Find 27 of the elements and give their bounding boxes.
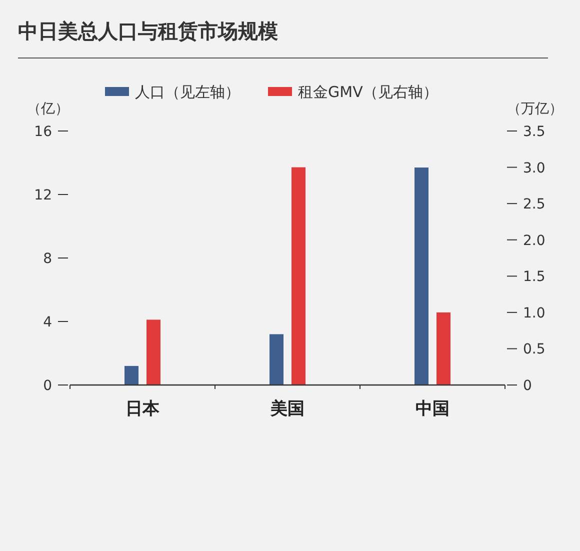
- x-tick-label: 美国: [270, 399, 304, 419]
- bar: [124, 366, 138, 385]
- x-tick-label: 日本: [126, 399, 160, 419]
- y2-tick-label: 0.5: [523, 342, 546, 358]
- y2-tick-label: 1.5: [523, 269, 546, 286]
- chart-title: 中日美总人口与租赁市场规模: [18, 19, 278, 43]
- y-tick-label: 16: [34, 124, 52, 140]
- bar: [414, 168, 428, 385]
- y-tick-label: 4: [43, 314, 52, 330]
- bar: [146, 320, 160, 385]
- bar: [270, 334, 284, 385]
- y-tick-label: 12: [34, 188, 52, 204]
- legend-label: 人口（见左轴）: [135, 83, 240, 101]
- y2-tick-label: 0: [523, 378, 532, 394]
- bar: [292, 167, 306, 385]
- y2-tick-label: 2.5: [523, 196, 546, 213]
- legend-label: 租金GMV（见右轴）: [298, 83, 438, 101]
- y2-tick-label: 3.5: [523, 124, 546, 140]
- y2-tick-label: 2.0: [523, 232, 546, 249]
- x-tick-label: 中国: [416, 399, 450, 419]
- y-tick-label: 0: [43, 378, 52, 394]
- y2-tick-label: 3.0: [523, 160, 546, 176]
- y-tick-label: 8: [43, 251, 52, 267]
- y2-axis-title: （万亿）: [507, 101, 563, 117]
- y2-tick-label: 1.0: [523, 305, 546, 322]
- y-axis-title: （亿）: [27, 101, 69, 117]
- bar: [436, 312, 450, 385]
